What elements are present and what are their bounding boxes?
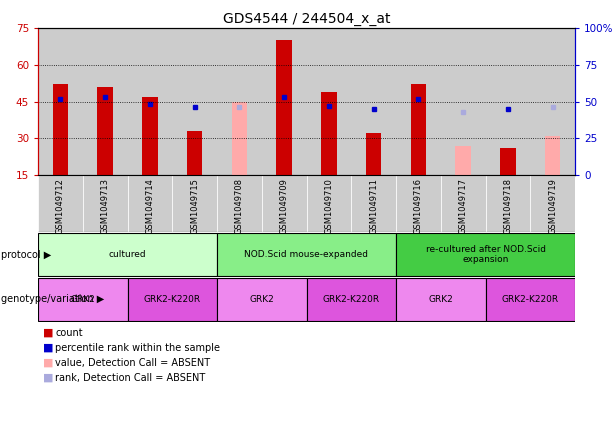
Bar <box>217 278 306 321</box>
Text: GRK2: GRK2 <box>70 295 95 304</box>
Bar <box>530 175 575 232</box>
Bar <box>441 175 485 232</box>
Text: ■: ■ <box>43 328 53 338</box>
Text: percentile rank within the sample: percentile rank within the sample <box>55 343 220 353</box>
Bar <box>396 278 485 321</box>
Bar <box>262 28 306 175</box>
Text: value, Detection Call = ABSENT: value, Detection Call = ABSENT <box>55 358 210 368</box>
Bar <box>441 28 485 175</box>
Text: GSM1049708: GSM1049708 <box>235 178 244 234</box>
Text: GRK2: GRK2 <box>249 295 274 304</box>
Title: GDS4544 / 244504_x_at: GDS4544 / 244504_x_at <box>223 11 390 25</box>
Text: GSM1049715: GSM1049715 <box>190 178 199 234</box>
Text: ■: ■ <box>43 343 53 353</box>
Bar <box>97 87 113 175</box>
Bar <box>351 28 396 175</box>
Bar <box>485 28 530 175</box>
Text: GSM1049713: GSM1049713 <box>101 178 110 234</box>
Bar <box>485 278 575 321</box>
Text: GSM1049712: GSM1049712 <box>56 178 65 234</box>
Bar <box>128 28 172 175</box>
Text: GRK2-K220R: GRK2-K220R <box>322 295 380 304</box>
Bar <box>411 84 426 175</box>
Bar <box>530 28 575 175</box>
Bar <box>485 175 530 232</box>
Bar <box>38 175 83 232</box>
Bar <box>396 28 441 175</box>
Text: GSM1049710: GSM1049710 <box>324 178 333 234</box>
Bar <box>321 92 337 175</box>
Text: GRK2-K220R: GRK2-K220R <box>501 295 559 304</box>
Text: rank, Detection Call = ABSENT: rank, Detection Call = ABSENT <box>55 373 205 383</box>
Text: re-cultured after NOD.Scid
expansion: re-cultured after NOD.Scid expansion <box>425 245 546 264</box>
Bar <box>455 146 471 175</box>
Text: GSM1049719: GSM1049719 <box>548 178 557 234</box>
Text: cultured: cultured <box>109 250 147 259</box>
Bar <box>500 148 516 175</box>
Bar <box>142 96 158 175</box>
Bar <box>83 28 128 175</box>
Text: ■: ■ <box>43 358 53 368</box>
Bar <box>38 233 217 276</box>
Text: NOD.Scid mouse-expanded: NOD.Scid mouse-expanded <box>245 250 368 259</box>
Text: ■: ■ <box>43 373 53 383</box>
Bar <box>366 133 381 175</box>
Text: protocol ▶: protocol ▶ <box>1 250 51 259</box>
Text: GSM1049717: GSM1049717 <box>459 178 468 234</box>
Text: GSM1049718: GSM1049718 <box>503 178 512 234</box>
Text: genotype/variation ▶: genotype/variation ▶ <box>1 294 104 305</box>
Text: count: count <box>55 328 83 338</box>
Bar <box>262 175 306 232</box>
Bar <box>351 175 396 232</box>
Text: GRK2-K220R: GRK2-K220R <box>143 295 201 304</box>
Bar <box>172 28 217 175</box>
Bar <box>172 175 217 232</box>
Bar <box>306 278 396 321</box>
Bar <box>187 131 202 175</box>
Bar <box>276 40 292 175</box>
Bar <box>217 233 396 276</box>
Bar <box>53 84 68 175</box>
Bar <box>38 278 128 321</box>
Text: GSM1049709: GSM1049709 <box>280 178 289 234</box>
Text: GSM1049711: GSM1049711 <box>369 178 378 234</box>
Bar <box>306 175 351 232</box>
Text: GSM1049716: GSM1049716 <box>414 178 423 234</box>
Bar <box>545 136 560 175</box>
Bar <box>217 175 262 232</box>
Bar <box>38 28 83 175</box>
Bar <box>232 102 247 175</box>
Bar <box>217 28 262 175</box>
Bar <box>396 233 575 276</box>
Bar <box>83 175 128 232</box>
Bar <box>396 175 441 232</box>
Bar <box>128 175 172 232</box>
Text: GSM1049714: GSM1049714 <box>145 178 154 234</box>
Text: GRK2: GRK2 <box>428 295 453 304</box>
Bar <box>128 278 217 321</box>
Bar <box>306 28 351 175</box>
